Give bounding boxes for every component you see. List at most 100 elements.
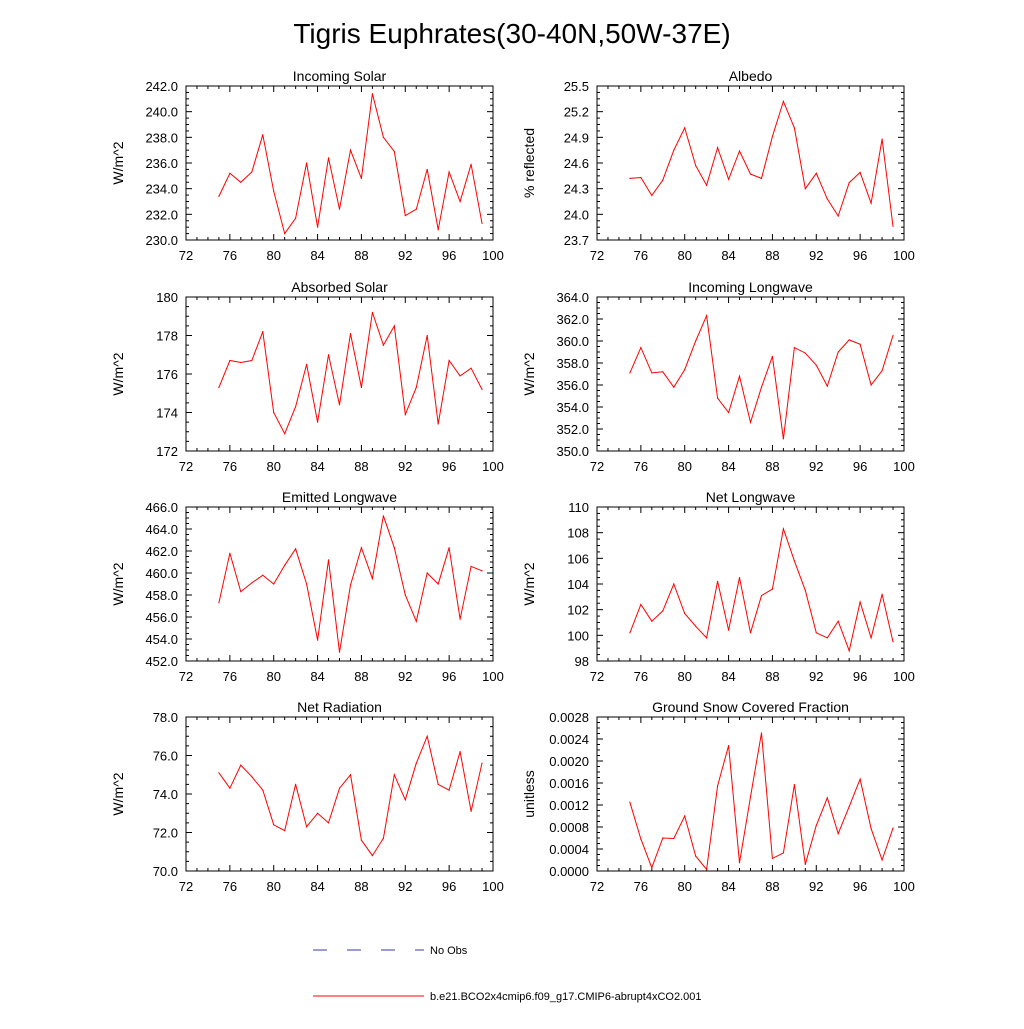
panel-title: Ground Snow Covered Fraction [652, 699, 849, 715]
data-point [629, 177, 631, 179]
data-point [749, 632, 752, 634]
data-point [338, 787, 341, 789]
data-point [415, 208, 417, 210]
y-tick-label: 24.3 [564, 182, 589, 197]
data-point [881, 370, 883, 372]
y-axis-label: W/m^2 [110, 772, 126, 815]
chart-panel-1: Incoming Solar W/m^2 72 76 80 84 88 92 96 100 230.… [110, 68, 504, 263]
data-point [415, 620, 417, 623]
x-tick-label: 72 [590, 248, 604, 263]
data-point [306, 162, 308, 164]
data-point [629, 801, 631, 803]
y-tick-label: 0.0012 [549, 798, 589, 813]
x-tick-label: 92 [809, 459, 823, 474]
x-tick-label: 76 [634, 879, 648, 894]
data-point [393, 774, 395, 776]
x-tick-label: 92 [398, 879, 412, 894]
data-point [804, 188, 806, 190]
y-tick-label: 452.0 [145, 654, 178, 669]
x-tick-label: 100 [482, 459, 504, 474]
data-point [695, 164, 697, 167]
x-tick-label: 80 [266, 669, 280, 684]
data-point [393, 547, 395, 549]
y-tick-label: 180 [156, 290, 178, 305]
data-point [859, 171, 861, 174]
data-point [760, 594, 763, 597]
y-tick-label: 242.0 [145, 79, 178, 94]
series-line [629, 526, 894, 653]
x-tick-label: 76 [634, 459, 648, 474]
x-tick-label: 100 [893, 248, 915, 263]
y-tick-label: 350.0 [556, 444, 589, 459]
data-point [481, 388, 483, 390]
data-point [760, 386, 763, 388]
data-point [470, 810, 472, 812]
data-point [262, 331, 264, 333]
chart-panel-8: Ground Snow Covered Fraction unitless 72 76… [521, 699, 915, 894]
y-tick-label: 98 [575, 654, 589, 669]
data-point [273, 411, 275, 414]
data-point [727, 411, 730, 414]
data-point [651, 194, 653, 197]
y-tick-label: 358.0 [556, 356, 589, 371]
x-tick-label: 72 [179, 248, 193, 263]
data-point [684, 127, 686, 129]
data-point [360, 177, 363, 179]
x-tick-label: 92 [809, 669, 823, 684]
x-tick-label: 84 [721, 879, 735, 894]
plot-frame [185, 716, 494, 872]
series-line [629, 99, 894, 227]
data-point [349, 332, 352, 335]
y-axis-label: % reflected [521, 128, 537, 198]
y-tick-label: 25.2 [564, 105, 589, 120]
data-point [662, 371, 664, 373]
x-tick-label: 80 [677, 669, 691, 684]
data-point [826, 637, 828, 639]
data-point [760, 177, 763, 179]
data-point [295, 406, 297, 408]
data-point [481, 222, 483, 224]
data-point [848, 182, 850, 184]
data-point [229, 552, 231, 554]
series-line [218, 93, 483, 235]
data-point [673, 149, 675, 151]
x-tick-label: 80 [266, 248, 280, 263]
chart-panel-7: Net Radiation W/m^2 72 76 80 84 88 92 96 100 70.0 7… [110, 699, 504, 894]
data-point [251, 582, 253, 584]
data-point [306, 583, 308, 585]
data-point [459, 375, 461, 377]
data-point [826, 198, 828, 200]
x-tick-label: 72 [590, 879, 604, 894]
chart-panel-3: Absorbed Solar W/m^2 72 76 80 84 88 92 96 100 172 1… [110, 279, 504, 474]
data-point [437, 583, 439, 585]
data-point [426, 168, 428, 171]
data-point [382, 344, 384, 346]
data-point [437, 229, 439, 231]
x-tick-label: 96 [853, 459, 867, 474]
data-point [371, 93, 373, 95]
data-point [673, 386, 675, 388]
data-point [284, 829, 286, 832]
y-tick-label: 360.0 [556, 334, 589, 349]
data-point [870, 828, 872, 830]
data-point [306, 363, 308, 365]
y-tick-label: 102 [567, 603, 589, 618]
data-point [640, 347, 642, 349]
data-point [404, 215, 406, 217]
y-tick-label: 78.0 [153, 710, 178, 725]
data-point [371, 855, 373, 857]
data-point [316, 812, 319, 814]
data-point [448, 171, 450, 173]
y-tick-label: 236.0 [145, 156, 178, 171]
x-tick-label: 96 [853, 669, 867, 684]
data-point [717, 147, 719, 149]
x-tick-label: 76 [223, 879, 237, 894]
data-point [815, 824, 817, 826]
data-point [760, 732, 763, 734]
data-point [295, 548, 297, 550]
data-point [881, 593, 883, 595]
series-line [218, 515, 483, 653]
legend-model-label: b.e21.BCO2x4cmip6.f09_g17.CMIP6-abrupt4x… [430, 991, 702, 1003]
y-tick-label: 176 [156, 367, 178, 382]
